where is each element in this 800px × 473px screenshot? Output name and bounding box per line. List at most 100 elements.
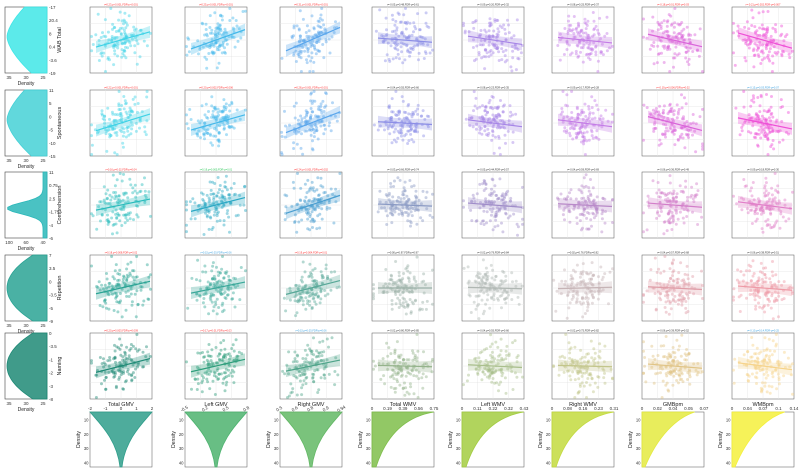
data-point: [220, 14, 224, 18]
data-point: [580, 125, 584, 129]
data-point: [217, 45, 221, 48]
data-point: [780, 52, 784, 56]
data-point: [332, 31, 336, 34]
data-point: [217, 372, 221, 376]
data-point: [120, 42, 124, 46]
kde-ytick-label: -3.5: [49, 293, 57, 298]
data-point: [215, 32, 219, 36]
data-point: [206, 44, 210, 48]
data-point: [771, 274, 775, 278]
data-point: [742, 273, 746, 277]
data-point: [222, 276, 226, 280]
data-point: [747, 27, 751, 31]
kde-ytick-label: 11: [49, 88, 54, 93]
data-point: [590, 47, 593, 51]
data-point: [675, 103, 679, 107]
data-point: [495, 116, 499, 119]
data-point: [213, 210, 217, 214]
data-point: [497, 30, 501, 34]
data-point: [771, 128, 775, 132]
data-point: [124, 21, 128, 25]
data-point: [295, 393, 299, 397]
data-point: [207, 200, 211, 204]
data-point: [397, 34, 401, 38]
correlation-annotation: r=0.15,p=0.03,FDR-p=0.06: [200, 251, 232, 255]
data-point: [736, 24, 740, 28]
data-point: [490, 380, 494, 384]
kde-xtick-label: 30: [23, 401, 29, 406]
data-point: [581, 117, 585, 121]
kde-ytick-label: -3.6: [49, 58, 57, 63]
data-point: [217, 274, 220, 277]
data-point: [590, 106, 594, 110]
data-point: [117, 29, 121, 33]
data-point: [753, 132, 757, 136]
data-point: [124, 26, 128, 30]
data-point: [115, 178, 119, 182]
data-point: [113, 127, 116, 131]
data-point: [284, 309, 288, 313]
data-point: [580, 140, 583, 144]
data-point: [111, 232, 114, 236]
data-point: [511, 341, 515, 345]
data-point: [770, 129, 774, 133]
data-point: [762, 305, 766, 309]
data-point: [216, 25, 220, 29]
data-point: [225, 113, 229, 117]
data-point: [669, 127, 673, 131]
data-point: [565, 129, 569, 133]
data-point: [376, 210, 380, 214]
data-point: [327, 124, 331, 128]
data-point: [317, 32, 321, 36]
data-point: [129, 44, 133, 48]
correlation-annotation: r=0.18,p=0.008,FDR-p=0.02: [105, 251, 138, 255]
data-point: [785, 33, 789, 37]
data-point: [133, 292, 137, 296]
data-point: [318, 198, 321, 201]
data-point: [408, 21, 412, 25]
data-point: [111, 128, 115, 131]
data-point: [480, 132, 484, 136]
data-point: [399, 45, 403, 49]
data-point: [412, 140, 416, 144]
data-point: [396, 129, 400, 133]
kde-xtick-label: 40: [40, 240, 46, 245]
data-point: [517, 57, 521, 61]
data-point: [475, 192, 479, 196]
data-point: [498, 353, 502, 357]
data-point: [599, 37, 602, 41]
data-point: [402, 358, 406, 362]
data-point: [666, 30, 670, 34]
data-point: [492, 29, 496, 33]
data-point: [312, 220, 315, 224]
data-point: [295, 230, 299, 234]
data-point: [412, 112, 416, 116]
data-point: [578, 31, 582, 35]
data-point: [681, 295, 685, 299]
data-point: [219, 14, 222, 18]
data-point: [113, 151, 117, 155]
data-point: [591, 11, 595, 14]
data-point: [581, 31, 585, 35]
data-point: [233, 192, 237, 196]
data-point: [590, 356, 594, 360]
data-point: [568, 301, 572, 305]
data-point: [118, 108, 122, 111]
data-point: [473, 20, 477, 24]
data-point: [770, 143, 774, 147]
data-point: [293, 116, 297, 120]
data-point: [567, 43, 571, 47]
data-point: [471, 193, 475, 197]
data-point: [568, 191, 571, 195]
data-point: [659, 142, 663, 146]
data-point: [577, 132, 581, 136]
data-point: [738, 133, 742, 137]
data-point: [659, 298, 663, 302]
data-point: [211, 192, 215, 196]
data-point: [770, 270, 774, 274]
data-point: [134, 129, 138, 133]
data-point: [223, 376, 227, 380]
data-point: [211, 109, 215, 113]
data-point: [752, 100, 756, 104]
